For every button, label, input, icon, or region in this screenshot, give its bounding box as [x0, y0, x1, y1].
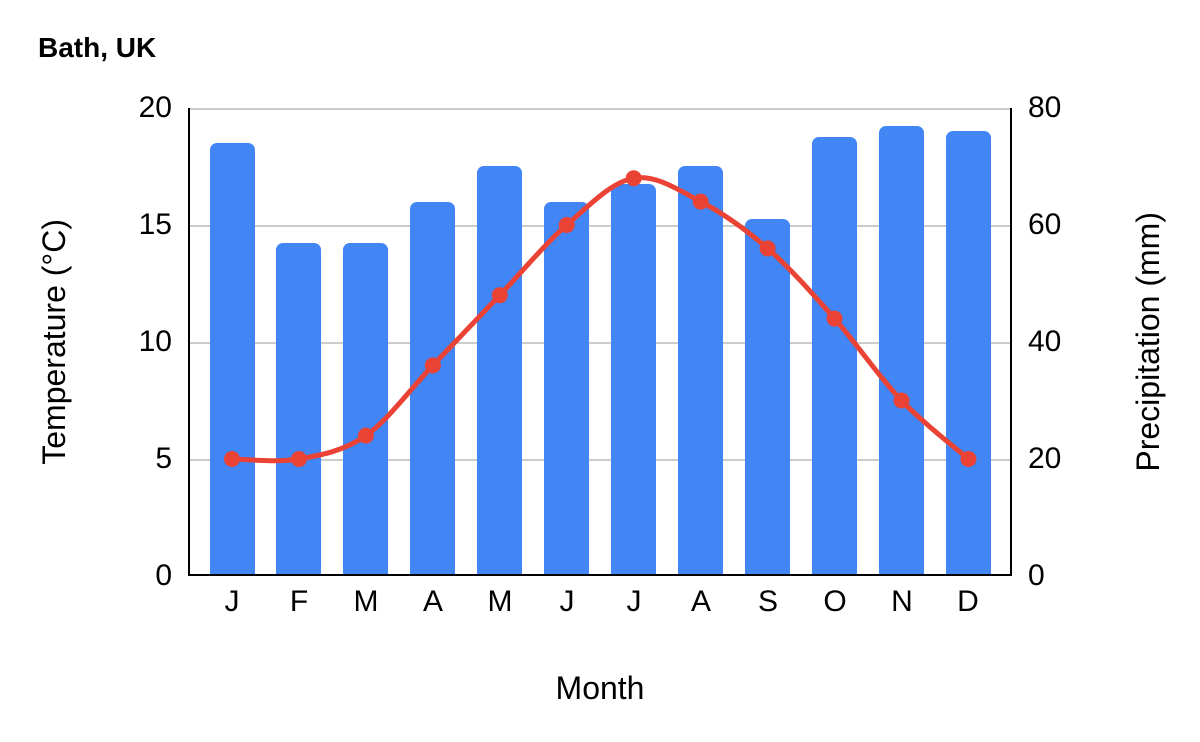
precipitation-bar-A-7[interactable]	[678, 166, 724, 576]
month-label-F-1: F	[289, 585, 309, 618]
precipitation-bar-M-4[interactable]	[477, 166, 523, 576]
precipitation-tick-20: 20	[1028, 442, 1062, 475]
precipitation-bar-M-2[interactable]	[343, 243, 389, 576]
month-label-J-5: J	[559, 585, 575, 618]
temperature-line-layer	[224, 170, 977, 467]
temperature-point-D-11[interactable]	[960, 451, 977, 467]
temperature-point-O-9[interactable]	[826, 310, 843, 327]
bottom-axis-line	[188, 574, 1012, 576]
precipitation-bar-J-0[interactable]	[209, 143, 255, 576]
temperature-point-J-6[interactable]	[625, 170, 642, 187]
temperature-tick-0: 0	[155, 559, 172, 592]
month-label-D-11: D	[957, 585, 979, 618]
precipitation-bar-A-3[interactable]	[410, 202, 456, 576]
temperature-tick-15: 15	[138, 208, 172, 241]
temperature-tick-20: 20	[138, 91, 172, 124]
temperature-axis-title-text: Temperature (°C)	[35, 219, 72, 465]
precipitation-tick-60: 60	[1028, 208, 1062, 241]
temperature-axis-title: Temperature (°C)	[36, 108, 72, 576]
month-label-A-7: A	[690, 585, 711, 618]
temperature-point-M-4[interactable]	[491, 287, 508, 304]
temperature-tick-10: 10	[138, 325, 172, 358]
precipitation-bar-O-9[interactable]	[812, 137, 858, 576]
month-label-O-9: O	[823, 585, 847, 618]
gridline	[188, 459, 1012, 461]
gridline	[188, 342, 1012, 344]
temperature-point-N-10[interactable]	[893, 392, 910, 409]
temperature-point-A-7[interactable]	[692, 193, 709, 210]
precipitation-bar-F-1[interactable]	[276, 243, 322, 576]
precipitation-tick-80: 80	[1028, 91, 1062, 124]
precipitation-bar-N-10[interactable]	[879, 126, 924, 576]
month-label-J-6: J	[626, 585, 642, 618]
month-label-N-10: N	[891, 585, 913, 618]
temperature-point-M-2[interactable]	[357, 427, 374, 444]
month-label-A-3: A	[422, 585, 443, 618]
precipitation-bar-J-6[interactable]	[611, 184, 657, 576]
month-label-M-2: M	[353, 585, 379, 618]
x-axis-title: Month	[555, 670, 645, 706]
precipitation-bar-S-8[interactable]	[745, 219, 791, 576]
temperature-line[interactable]	[229, 175, 971, 464]
month-label-J-0: J	[224, 585, 240, 618]
precipitation-tick-0: 0	[1028, 559, 1045, 592]
precipitation-bar-D-11[interactable]	[945, 131, 991, 576]
plot-area	[188, 108, 1012, 576]
precipitation-axis-title-text: Precipitation (mm)	[1129, 212, 1166, 472]
right-axis-line	[1010, 108, 1012, 576]
temperature-point-J-5[interactable]	[558, 217, 575, 233]
temperature-point-J-0[interactable]	[224, 451, 240, 467]
chart-title: Bath, UK	[38, 32, 157, 63]
month-label-M-4: M	[487, 585, 513, 618]
temperature-point-S-8[interactable]	[759, 240, 776, 257]
temperature-point-F-1[interactable]	[290, 451, 307, 467]
precipitation-bar-J-5[interactable]	[544, 202, 590, 576]
precipitation-axis-title: Precipitation (mm)	[1130, 108, 1166, 576]
month-label-S-8: S	[757, 585, 778, 618]
precipitation-tick-40: 40	[1028, 325, 1062, 358]
temperature-point-A-3[interactable]	[424, 357, 441, 374]
left-axis-line	[188, 108, 190, 576]
gridline	[188, 108, 1012, 110]
gridline	[188, 225, 1012, 227]
temperature-tick-5: 5	[155, 442, 172, 475]
